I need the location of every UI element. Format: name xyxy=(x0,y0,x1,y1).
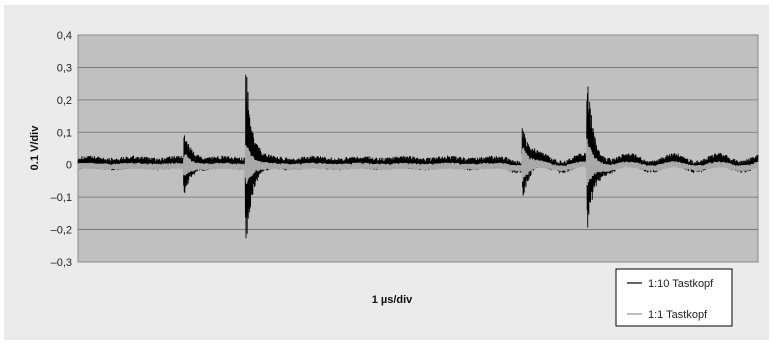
legend-label-1-1-tastkopf: 1:1 Tastkopf xyxy=(648,309,708,321)
y-tick-label: 0,3 xyxy=(57,62,72,74)
y-tick-label: –0,1 xyxy=(51,192,72,204)
series-line-1-1-tastkopf xyxy=(77,138,759,186)
y-tick-labels: 0,4 0,3 0,2 0,1 0 –0,1 –0,2 –0,3 xyxy=(51,30,72,269)
y-axis-title: 0.1 V/div xyxy=(29,125,41,171)
y-tick-label: –0,3 xyxy=(51,257,72,269)
y-tick-label: 0,2 xyxy=(57,95,72,107)
legend-label-1-10-tastkopf: 1:10 Tastkopf xyxy=(648,278,714,290)
legend: 1:10 Tastkopf 1:1 Tastkopf xyxy=(615,268,733,327)
plot-area xyxy=(77,34,759,263)
y-tick-label: –0,2 xyxy=(51,225,72,237)
legend-box xyxy=(615,268,733,327)
series-layer xyxy=(77,74,759,239)
series-line-1-10-tastkopf xyxy=(77,74,759,239)
chart-panel: 0,4 0,3 0,2 0,1 0 –0,1 –0,2 –0,3 0.1 V/div 1 µs… xyxy=(4,5,769,340)
x-axis-title: 1 µs/div xyxy=(372,294,413,306)
y-tick-label: 0,4 xyxy=(57,30,72,42)
chart-svg: 0,4 0,3 0,2 0,1 0 –0,1 –0,2 –0,3 0.1 V/div 1 µs… xyxy=(29,30,759,327)
y-tick-label: 0,1 xyxy=(57,127,72,139)
y-tick-label: 0 xyxy=(66,160,72,172)
